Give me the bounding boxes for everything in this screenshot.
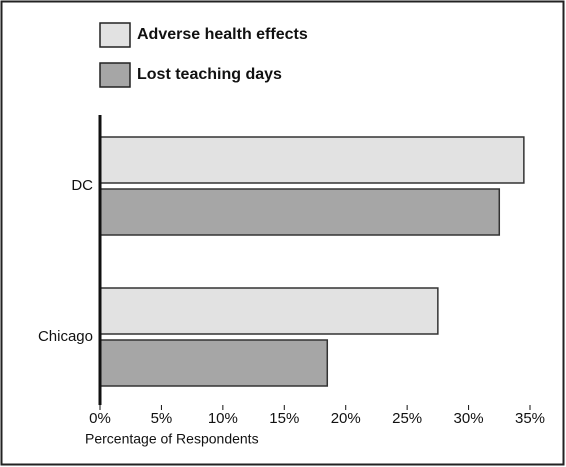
bar <box>99 287 439 335</box>
bar <box>99 339 329 387</box>
bar <box>99 188 501 236</box>
bar <box>99 136 525 184</box>
legend-label: Adverse health effects <box>137 26 308 43</box>
x-tick-label: 10% <box>208 410 238 427</box>
x-tick-label: 25% <box>392 410 422 427</box>
legend-label: Lost teaching days <box>137 66 282 83</box>
x-tick-label: 5% <box>151 410 173 427</box>
x-axis-label: Percentage of Respondents <box>85 431 259 447</box>
x-tick-label: 35% <box>515 410 545 427</box>
legend-swatch <box>99 62 131 88</box>
y-tick-label: DC <box>71 177 93 194</box>
x-tick-label: 0% <box>89 410 111 427</box>
y-tick-label: Chicago <box>38 328 93 345</box>
x-tick-label: 20% <box>331 410 361 427</box>
x-tick-label: 30% <box>454 410 484 427</box>
legend-swatch <box>99 22 131 48</box>
x-tick-label: 15% <box>269 410 299 427</box>
